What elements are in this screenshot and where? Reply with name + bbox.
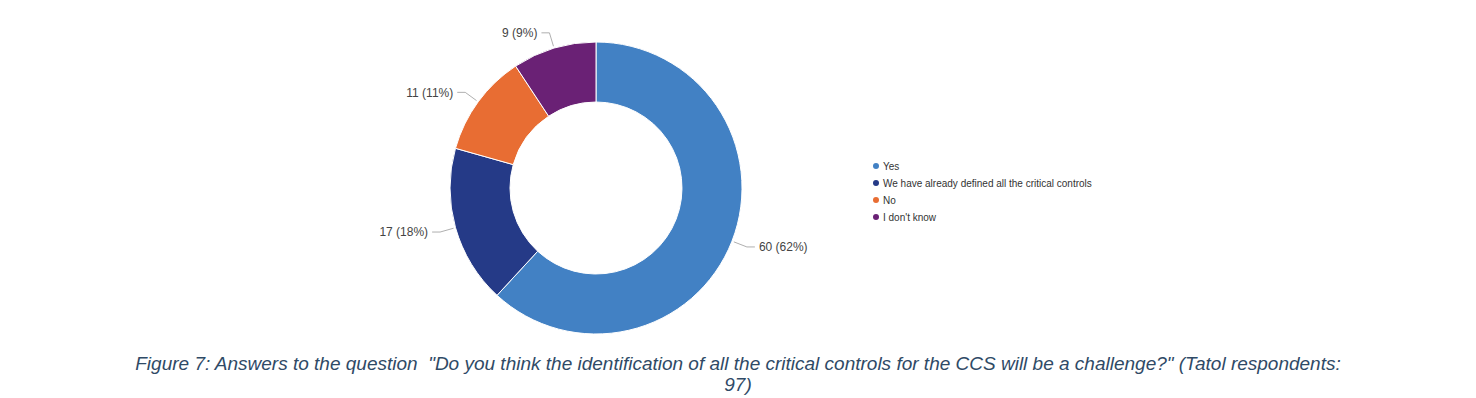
data-label: 60 (62%) bbox=[759, 240, 808, 254]
data-label: 11 (11%) bbox=[406, 86, 453, 100]
legend-label: I don't know bbox=[883, 212, 937, 223]
data-labels: 60 (62%) 17 (18%) 11 (11%) 9 (9%) bbox=[379, 26, 807, 254]
data-label: 17 (18%) bbox=[379, 225, 428, 239]
legend-item: No bbox=[873, 195, 896, 206]
legend-item: I don't know bbox=[873, 212, 937, 223]
legend-swatch bbox=[873, 163, 879, 169]
data-label: 9 (9%) bbox=[502, 26, 537, 40]
leader-line bbox=[432, 228, 453, 232]
legend-item: Yes bbox=[873, 161, 899, 172]
legend-label: We have already defined all the critical… bbox=[883, 178, 1092, 189]
legend-swatch bbox=[873, 214, 879, 220]
donut-slice bbox=[497, 42, 742, 334]
donut-slice bbox=[516, 42, 596, 116]
legend-label: No bbox=[883, 195, 896, 206]
chart: 60 (62%) 17 (18%) 11 (11%) 9 (9%) Yes We have… bbox=[0, 0, 1476, 398]
donut bbox=[450, 42, 742, 334]
title-line: Figure 7: Answers to the question "Do yo… bbox=[135, 353, 1341, 374]
title: Figure 7: Answers to the question "Do yo… bbox=[135, 353, 1341, 395]
legend-swatch bbox=[873, 197, 879, 203]
leader-line bbox=[457, 92, 476, 100]
leader-line bbox=[541, 33, 553, 46]
legend: Yes We have already defined all the criti… bbox=[873, 161, 1092, 223]
donut-slice bbox=[450, 148, 538, 295]
legend-item: We have already defined all the critical… bbox=[873, 178, 1092, 189]
leader-line bbox=[734, 242, 755, 247]
legend-swatch bbox=[873, 180, 879, 186]
title-line: 97) bbox=[724, 374, 751, 395]
legend-label: Yes bbox=[883, 161, 899, 172]
